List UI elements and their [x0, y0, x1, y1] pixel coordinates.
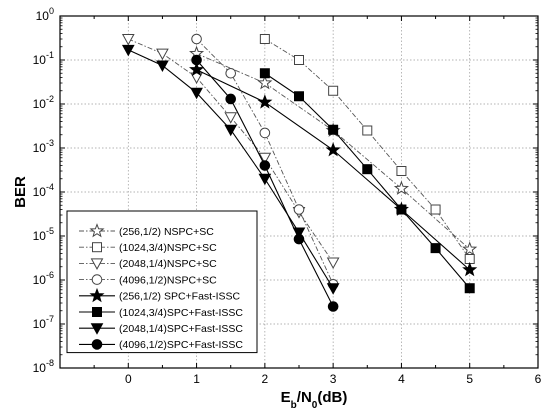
legend-entry: (1024,3/4)SPC+Fast-ISSC — [79, 307, 243, 319]
data-point-triangle — [90, 323, 104, 335]
data-point-square — [294, 55, 304, 65]
legend-label: (4096,1/2)NSPC+SC — [119, 274, 217, 286]
series-6 — [259, 68, 475, 294]
y-tick-label: 100 — [36, 6, 54, 23]
data-point-triangle — [224, 124, 238, 137]
series-layer — [121, 33, 478, 312]
tick-marks — [60, 15, 539, 369]
legend-entry: (2048,1/4)NSPC+SC — [79, 258, 217, 270]
x-tick-label: 0 — [125, 372, 132, 386]
data-point-triangle — [258, 152, 272, 165]
y-tick-label: 10-4 — [33, 182, 54, 199]
data-point-square — [259, 68, 270, 79]
x-tick-label: 4 — [398, 372, 405, 386]
data-point-square — [396, 204, 407, 215]
data-point-square — [259, 34, 270, 45]
series-7 — [121, 44, 340, 295]
data-point-circle — [225, 93, 237, 105]
data-point-square — [328, 85, 339, 96]
y-tick-label: 10-8 — [33, 358, 54, 375]
data-point-square — [92, 242, 102, 253]
x-tick-label: 1 — [193, 372, 200, 386]
x-axis-label: Eb/N0(dB) — [281, 389, 348, 411]
data-point-triangle — [156, 60, 169, 73]
legend-entry: (256,1/2) NSPC+SC — [79, 223, 214, 238]
x-tick-labels: 0 1 2 3 4 5 6 — [125, 372, 542, 386]
legend-label: (256,1/2) NSPC+SC — [119, 226, 214, 238]
data-point-triangle — [326, 283, 340, 295]
legend-entry: (4096,1/2)SPC+Fast-ISSC — [79, 339, 243, 351]
y-tick-label: 10-7 — [33, 314, 54, 331]
x-tick-label: 3 — [330, 372, 337, 386]
data-point-triangle — [190, 87, 203, 100]
data-point-square — [294, 91, 304, 102]
data-point-star — [325, 142, 341, 157]
data-point-star — [89, 287, 105, 303]
data-point-circle — [91, 339, 103, 350]
data-point-square — [328, 124, 339, 135]
data-point-star — [89, 223, 105, 238]
series-4 — [191, 33, 339, 290]
data-point-circle — [327, 301, 339, 312]
data-point-star — [257, 75, 273, 90]
data-point-square — [362, 164, 373, 175]
data-point-circle — [293, 204, 305, 215]
data-point-triangle — [326, 257, 340, 270]
data-point-triangle — [121, 44, 135, 57]
data-point-square — [362, 125, 373, 136]
legend-label: (2048,1/4)SPC+Fast-ISSC — [119, 323, 243, 335]
data-point-square — [92, 307, 102, 317]
legend-label: (256,1/2) SPC+Fast-ISSC — [119, 291, 241, 303]
data-point-circle — [293, 233, 305, 245]
data-point-star — [462, 241, 478, 256]
legend-label: (2048,1/4)NSPC+SC — [119, 258, 217, 270]
y-tick-label: 10-5 — [33, 226, 54, 243]
data-point-star — [189, 61, 205, 77]
data-point-circle — [191, 54, 202, 66]
series-2 — [259, 34, 475, 265]
y-tick-labels: 100 10-1 10-2 10-3 10-4 10-5 10-6 10-7 10-8 — [33, 6, 54, 375]
series-line — [264, 72, 471, 289]
data-point-circle — [259, 160, 271, 171]
y-tick-label: 10-1 — [33, 50, 54, 67]
x-tick-label: 5 — [466, 372, 473, 386]
y-tick-label: 10-3 — [33, 138, 54, 155]
y-axis-label: BER — [12, 176, 29, 208]
legend-label: (1024,3/4)SPC+Fast-ISSC — [119, 307, 243, 319]
data-point-square — [396, 166, 407, 177]
legend-label: (4096,1/2)SPC+Fast-ISSC — [119, 339, 243, 351]
legend-entry: (4096,1/2)NSPC+SC — [79, 274, 217, 286]
series-8 — [191, 54, 339, 312]
data-point-circle — [191, 33, 202, 45]
data-point-circle — [225, 67, 237, 79]
data-point-star — [393, 180, 409, 195]
data-point-triangle — [121, 34, 135, 46]
data-point-triangle — [90, 258, 104, 270]
data-point-triangle — [156, 48, 169, 61]
legend-entry: (2048,1/4)SPC+Fast-ISSC — [79, 323, 243, 335]
legend-entry: (1024,3/4)NSPC+SC — [79, 242, 217, 254]
legend-entry: (256,1/2) SPC+Fast-ISSC — [79, 287, 241, 303]
y-tick-label: 10-6 — [33, 270, 54, 287]
data-point-square — [430, 243, 441, 254]
data-point-star — [257, 94, 273, 109]
legend: (256,1/2) NSPC+SC (1024,3/4)NSPC+SC (2048,… — [66, 210, 258, 354]
data-point-circle — [91, 274, 103, 285]
x-tick-label: 2 — [262, 372, 269, 386]
data-point-triangle — [224, 112, 238, 124]
data-point-star — [462, 261, 478, 277]
series-line — [264, 38, 471, 260]
data-point-square — [464, 283, 475, 294]
legend-label: (1024,3/4)NSPC+SC — [119, 242, 217, 254]
y-tick-label: 10-2 — [33, 94, 54, 111]
data-point-circle — [259, 127, 271, 139]
data-point-triangle — [258, 173, 272, 186]
data-point-square — [430, 204, 441, 215]
x-tick-label: 6 — [535, 372, 542, 386]
